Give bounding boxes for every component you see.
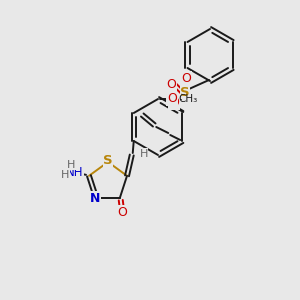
Text: S: S: [180, 85, 190, 98]
Text: N: N: [90, 192, 101, 205]
Text: H: H: [140, 149, 148, 159]
Text: NH: NH: [66, 166, 84, 179]
Text: O: O: [166, 79, 176, 92]
Text: O: O: [181, 71, 191, 85]
Text: O: O: [167, 92, 177, 106]
Text: H: H: [67, 160, 75, 170]
Text: O: O: [169, 97, 179, 110]
Text: S: S: [103, 154, 113, 167]
Text: H: H: [61, 170, 69, 180]
Text: O: O: [117, 206, 127, 219]
Text: CH₃: CH₃: [178, 94, 198, 104]
